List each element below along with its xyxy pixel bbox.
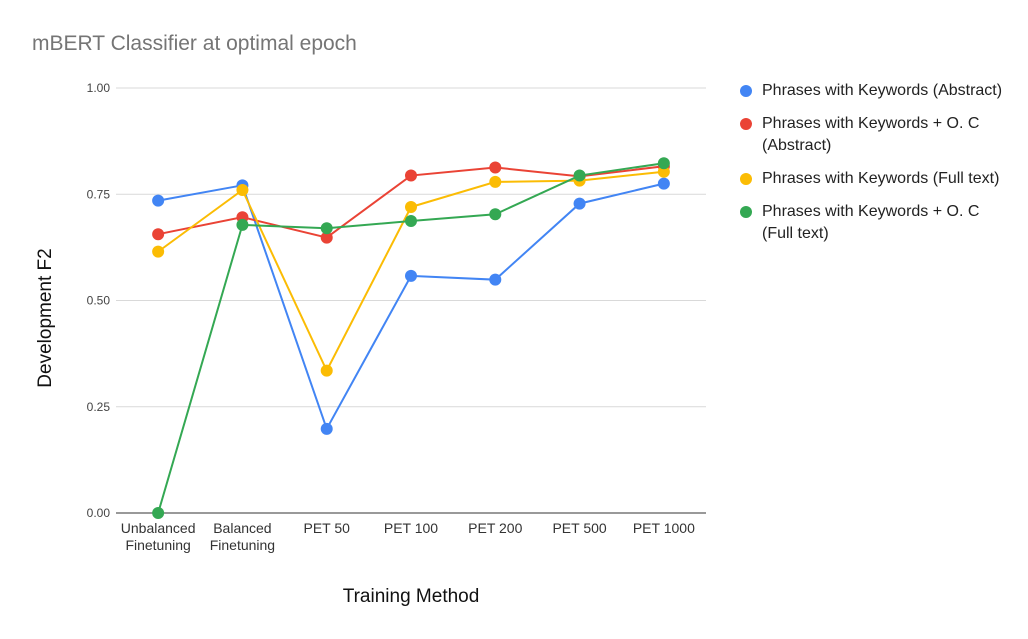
data-point[interactable]: [152, 194, 165, 207]
data-point[interactable]: [320, 364, 333, 377]
y-tick-labels: 0.00 0.25 0.50 0.75 1.00: [87, 81, 111, 520]
chart-title: mBERT Classifier at optimal epoch: [32, 32, 357, 55]
y-tick-label: 0.00: [87, 506, 111, 520]
x-tick-labels: Unbalanced Finetuning Balanced Finetuning PE…: [121, 520, 695, 553]
legend-item[interactable]: Phrases with Keywords (Full text): [740, 168, 1010, 190]
data-point[interactable]: [152, 245, 165, 258]
data-point[interactable]: [405, 215, 417, 228]
y-tick-label: 0.50: [87, 294, 111, 308]
legend-label: Phrases with Keywords (Abstract): [762, 82, 1003, 99]
x-tick-label: Balanced Finetuning: [210, 520, 275, 553]
data-point[interactable]: [657, 177, 670, 190]
series-layer: [152, 157, 670, 519]
legend: Phrases with Keywords (Abstract) Phrases …: [740, 80, 1010, 256]
data-point[interactable]: [152, 228, 165, 241]
x-tick-label: PET 100: [384, 520, 438, 536]
x-tick-label: PET 1000: [633, 520, 695, 536]
x-tick-label: PET 50: [303, 520, 350, 536]
data-point[interactable]: [657, 165, 670, 178]
data-point[interactable]: [405, 169, 417, 182]
data-point[interactable]: [489, 273, 502, 286]
series-4: [152, 157, 670, 519]
data-point[interactable]: [320, 422, 333, 435]
legend-item[interactable]: Phrases with Keywords + O. C (Abstract): [740, 113, 1010, 157]
data-point[interactable]: [573, 169, 586, 182]
legend-label: Phrases with Keywords + O. C (Abstract): [762, 115, 980, 154]
data-point[interactable]: [405, 269, 417, 282]
legend-item[interactable]: Phrases with Keywords + O. C (Full text): [740, 201, 1010, 245]
x-axis-label: Training Method: [343, 586, 480, 607]
y-axis-label: Development F2: [35, 248, 56, 387]
data-point[interactable]: [573, 197, 586, 210]
y-tick-label: 0.75: [87, 187, 111, 201]
x-tick-label: PET 500: [552, 520, 606, 536]
legend-label: Phrases with Keywords + O. C (Full text): [762, 203, 980, 242]
legend-swatch: [740, 85, 752, 97]
data-point[interactable]: [405, 201, 417, 213]
x-tick-label: PET 200: [468, 520, 522, 536]
data-point[interactable]: [320, 231, 333, 244]
data-point[interactable]: [236, 218, 249, 231]
legend-swatch: [740, 118, 752, 130]
y-tick-label: 1.00: [87, 81, 111, 95]
data-point[interactable]: [489, 161, 502, 174]
x-tick-label: Unbalanced Finetuning: [121, 520, 196, 553]
y-tick-label: 0.25: [87, 400, 111, 414]
data-point[interactable]: [489, 175, 502, 188]
data-point[interactable]: [152, 507, 165, 519]
grid-lines: [116, 87, 706, 514]
data-point[interactable]: [657, 157, 670, 170]
data-point[interactable]: [489, 208, 502, 221]
legend-label: Phrases with Keywords (Full text): [762, 170, 1000, 187]
legend-item[interactable]: Phrases with Keywords (Abstract): [740, 80, 1010, 102]
data-point[interactable]: [236, 184, 249, 196]
legend-swatch: [740, 173, 752, 185]
data-point[interactable]: [320, 222, 333, 235]
legend-swatch: [740, 206, 752, 218]
